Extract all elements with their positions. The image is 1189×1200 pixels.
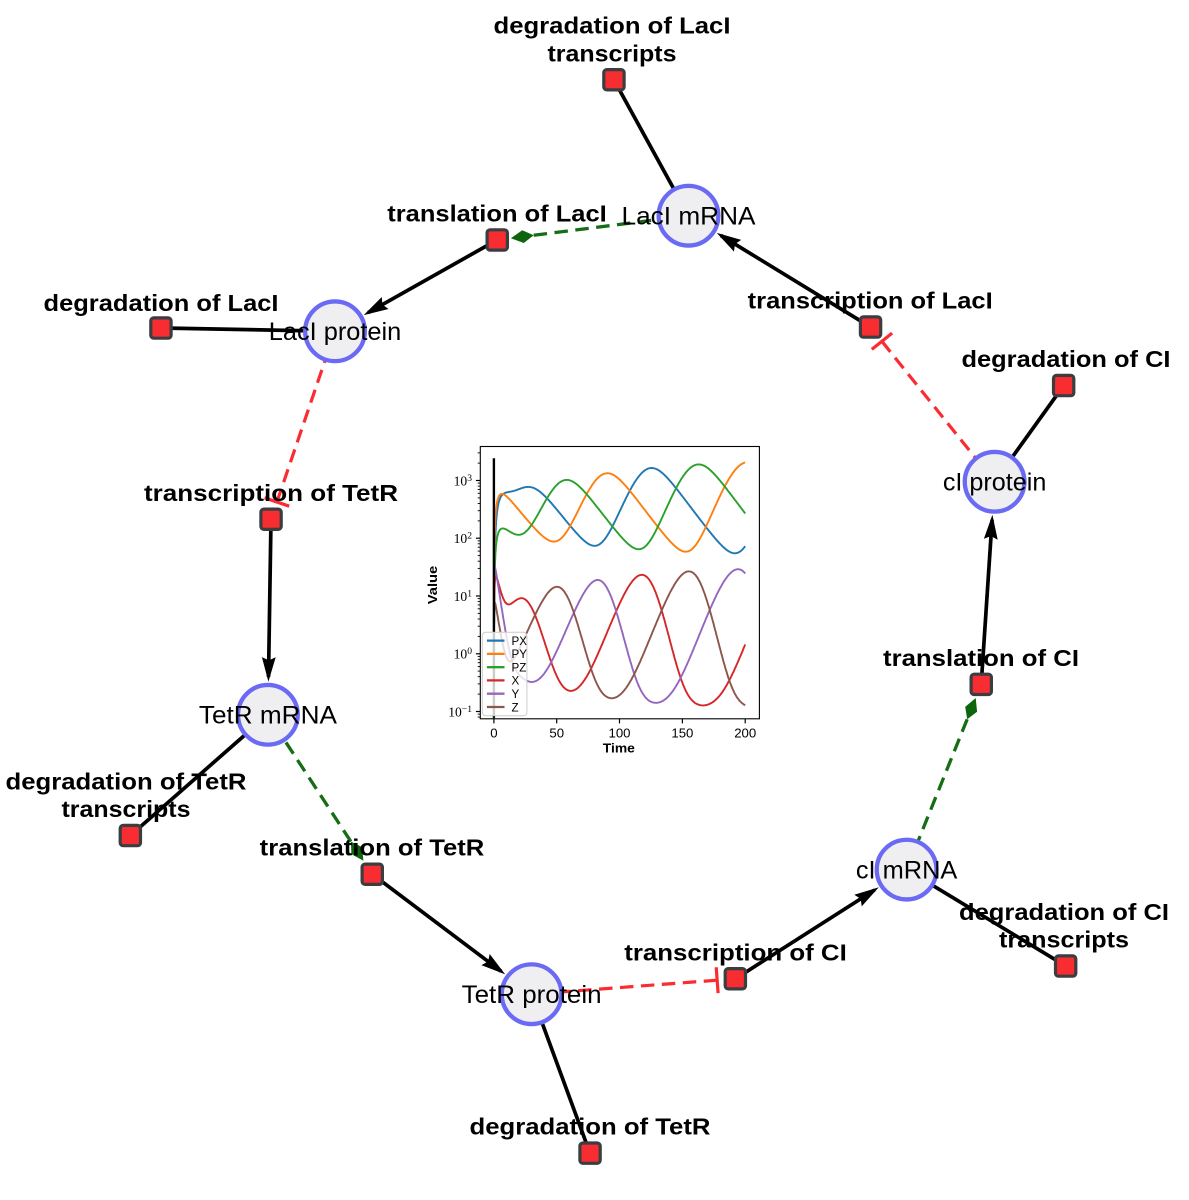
svg-text:degradation of LacI: degradation of LacI — [44, 290, 279, 316]
svg-text:degradation of CI: degradation of CI — [959, 899, 1169, 925]
svg-text:PX: PX — [512, 635, 528, 648]
svg-text:translation of CI: translation of CI — [883, 645, 1079, 671]
svg-text:degradation of TetR: degradation of TetR — [6, 768, 247, 794]
svg-text:transcription of LacI: transcription of LacI — [748, 288, 993, 314]
svg-text:LacI protein: LacI protein — [269, 318, 402, 346]
svg-text:cI protein: cI protein — [943, 469, 1047, 497]
svg-text:translation of LacI: translation of LacI — [387, 200, 607, 226]
svg-text:X: X — [512, 675, 520, 688]
svg-text:Z: Z — [512, 701, 519, 714]
svg-text:PY: PY — [512, 648, 528, 661]
svg-text:LacI mRNA: LacI mRNA — [622, 202, 756, 230]
svg-text:cI mRNA: cI mRNA — [856, 856, 958, 884]
svg-text:transcripts: transcripts — [62, 796, 191, 822]
svg-text:200: 200 — [734, 725, 756, 740]
svg-text:TetR mRNA: TetR mRNA — [199, 702, 337, 730]
svg-text:degradation of CI: degradation of CI — [962, 346, 1171, 372]
svg-text:Value: Value — [425, 566, 440, 605]
svg-text:150: 150 — [671, 725, 693, 740]
svg-text:TetR protein: TetR protein — [462, 981, 602, 1009]
svg-text:0: 0 — [490, 725, 497, 740]
svg-text:transcription of CI: transcription of CI — [624, 939, 847, 965]
svg-text:Time: Time — [603, 741, 635, 756]
svg-text:transcription of TetR: transcription of TetR — [144, 480, 398, 506]
svg-text:transcripts: transcripts — [999, 927, 1129, 953]
svg-text:transcripts: transcripts — [548, 40, 677, 66]
svg-text:translation of TetR: translation of TetR — [260, 835, 485, 861]
svg-text:degradation of TetR: degradation of TetR — [470, 1114, 711, 1140]
svg-text:degradation of LacI: degradation of LacI — [494, 13, 731, 39]
svg-text:100: 100 — [608, 725, 630, 740]
svg-text:Y: Y — [512, 688, 520, 701]
svg-text:50: 50 — [549, 725, 564, 740]
svg-text:PZ: PZ — [512, 662, 527, 675]
